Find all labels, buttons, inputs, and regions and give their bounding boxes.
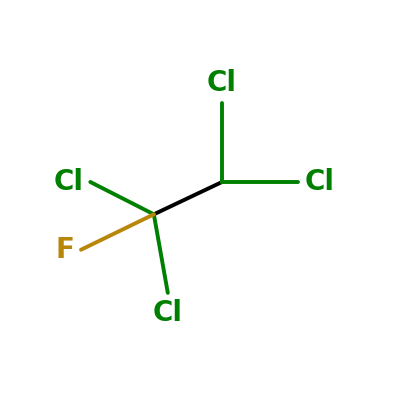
Text: Cl: Cl: [207, 69, 237, 97]
Text: F: F: [56, 236, 75, 264]
Text: Cl: Cl: [153, 299, 183, 327]
Text: Cl: Cl: [304, 168, 334, 196]
Text: Cl: Cl: [54, 168, 84, 196]
